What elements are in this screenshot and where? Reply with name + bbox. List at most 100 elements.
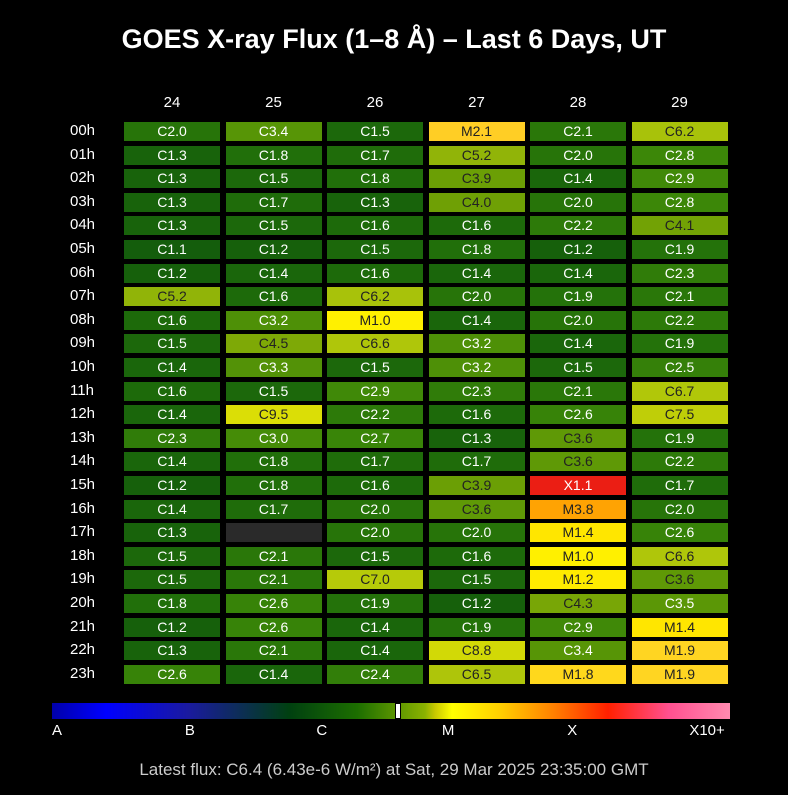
heatmap-cell: C1.6 xyxy=(327,476,423,495)
hour-row-label: 12h xyxy=(70,405,96,423)
heatmap-cell: C3.0 xyxy=(225,428,322,448)
heatmap-cell: C3.9 xyxy=(428,169,525,189)
heatmap-cell: C1.8 xyxy=(327,169,423,189)
heatmap-cell: C2.1 xyxy=(225,546,322,566)
hour-row-label: 02h xyxy=(70,169,96,187)
heatmap-cell: C2.2 xyxy=(327,405,423,425)
heatmap-cell: C1.5 xyxy=(225,381,322,401)
heatmap-grid: 24 25 26 27 28 29 00h C2.0 C3.4 C1.5 M2.1 C2.1 C6.2 0… xyxy=(70,94,728,684)
heatmap-cell: C1.5 xyxy=(530,358,626,377)
day-column-label: 28 xyxy=(569,94,587,111)
colorbar-tick-label: X10+ xyxy=(689,722,725,739)
heatmap-cell: C2.0 xyxy=(428,523,525,543)
heatmap-cell: C1.9 xyxy=(631,428,728,448)
heatmap-cell: C6.6 xyxy=(631,546,728,566)
heatmap-cell: C1.7 xyxy=(428,452,525,472)
heatmap-cell: C1.8 xyxy=(124,594,220,613)
heatmap-cell: C7.5 xyxy=(631,405,728,425)
heatmap-cell: C3.6 xyxy=(530,452,626,472)
heatmap-cell: C1.3 xyxy=(124,192,220,212)
heatmap-cell: C2.6 xyxy=(631,523,728,543)
heatmap-cell: C2.0 xyxy=(124,122,220,141)
heatmap-cell: C1.3 xyxy=(124,523,220,543)
heatmap-cell: C2.9 xyxy=(327,381,423,401)
heatmap-cell: C1.7 xyxy=(225,499,322,519)
heatmap-cell: C1.6 xyxy=(428,405,525,425)
heatmap-cell: C2.0 xyxy=(327,499,423,519)
heatmap-cell: C1.6 xyxy=(124,310,220,330)
heatmap-cell: C1.2 xyxy=(124,476,220,495)
heatmap-cell: M1.0 xyxy=(327,310,423,330)
heatmap-cell: C1.9 xyxy=(428,617,525,637)
heatmap-cell: C1.4 xyxy=(428,263,525,283)
heatmap-cell xyxy=(225,523,322,543)
colorbar-tick-label: M xyxy=(441,722,455,739)
hour-row-label: 01h xyxy=(70,145,96,163)
hour-row-label: 06h xyxy=(70,263,96,281)
heatmap-cell: C1.4 xyxy=(327,641,423,661)
heatmap-cell: C2.0 xyxy=(327,523,423,543)
heatmap-cell: C6.2 xyxy=(631,122,728,141)
heatmap-cell: C2.0 xyxy=(530,192,626,212)
heatmap-cell: C7.0 xyxy=(327,570,423,590)
heatmap-cell: M2.1 xyxy=(428,122,525,141)
heatmap-cell: C1.3 xyxy=(124,641,220,661)
heatmap-cell: C2.3 xyxy=(124,428,220,448)
heatmap-cell: C1.4 xyxy=(530,169,626,189)
heatmap-cell: C1.9 xyxy=(631,240,728,259)
heatmap-cell: X1.1 xyxy=(530,476,626,495)
heatmap-cell: C1.4 xyxy=(530,334,626,354)
heatmap-cell: C1.4 xyxy=(124,452,220,472)
heatmap-cell: C3.6 xyxy=(530,428,626,448)
heatmap-cell: C3.6 xyxy=(428,499,525,519)
heatmap-cell: M1.4 xyxy=(631,617,728,637)
heatmap-cell: C1.6 xyxy=(428,546,525,566)
heatmap-cell: C6.5 xyxy=(428,664,525,684)
heatmap-cell: C9.5 xyxy=(225,405,322,425)
hour-row-label: 00h xyxy=(70,122,96,139)
heatmap-cell: C2.1 xyxy=(530,381,626,401)
heatmap-cell: M1.4 xyxy=(530,523,626,543)
hour-row-label: 16h xyxy=(70,499,96,517)
heatmap-cell: C1.1 xyxy=(124,240,220,259)
heatmap-cell: M1.0 xyxy=(530,546,626,566)
heatmap-cell: C1.6 xyxy=(327,263,423,283)
heatmap-cell: C5.2 xyxy=(428,145,525,165)
hour-row-label: 04h xyxy=(70,216,96,234)
hour-row-label: 18h xyxy=(70,546,96,564)
heatmap-cell: C1.8 xyxy=(225,476,322,495)
heatmap-cell: C1.2 xyxy=(124,617,220,637)
flux-colorbar xyxy=(52,703,730,719)
heatmap-cell: C1.2 xyxy=(124,263,220,283)
heatmap-cell: C2.7 xyxy=(327,428,423,448)
heatmap-cell: C1.3 xyxy=(428,428,525,448)
hour-row-label: 17h xyxy=(70,523,96,541)
hour-row-label: 19h xyxy=(70,570,96,588)
heatmap-cell: C6.7 xyxy=(631,381,728,401)
heatmap-cell: C2.6 xyxy=(225,594,322,613)
heatmap-cell: C1.5 xyxy=(124,334,220,354)
heatmap-cell: C1.2 xyxy=(530,240,626,259)
heatmap-cell: C2.0 xyxy=(428,287,525,307)
day-column-label: 29 xyxy=(671,94,688,111)
hour-row-label: 14h xyxy=(70,452,96,470)
heatmap-cell: C2.0 xyxy=(530,145,626,165)
heatmap-cell: C1.7 xyxy=(327,452,423,472)
heatmap-cell: C2.6 xyxy=(530,405,626,425)
heatmap-cell: C1.8 xyxy=(225,452,322,472)
heatmap-cell: C6.6 xyxy=(327,334,423,354)
hour-row-label: 21h xyxy=(70,617,96,635)
heatmap-cell: C1.3 xyxy=(124,216,220,236)
day-column-label: 24 xyxy=(163,94,181,111)
colorbar-tick-label: A xyxy=(52,722,63,739)
heatmap-cell: C1.5 xyxy=(428,570,525,590)
heatmap-cell: C2.9 xyxy=(530,617,626,637)
heatmap-cell: M1.9 xyxy=(631,641,728,661)
heatmap-cell: C3.3 xyxy=(225,358,322,377)
latest-flux-footer: Latest flux: C6.4 (6.43e-6 W/m²) at Sat,… xyxy=(139,760,649,779)
day-column-label: 26 xyxy=(366,94,384,111)
heatmap-cell: C6.2 xyxy=(327,287,423,307)
heatmap-cell: C1.5 xyxy=(327,358,423,377)
hour-row-label: 20h xyxy=(70,594,96,611)
heatmap-cell: C1.6 xyxy=(225,287,322,307)
